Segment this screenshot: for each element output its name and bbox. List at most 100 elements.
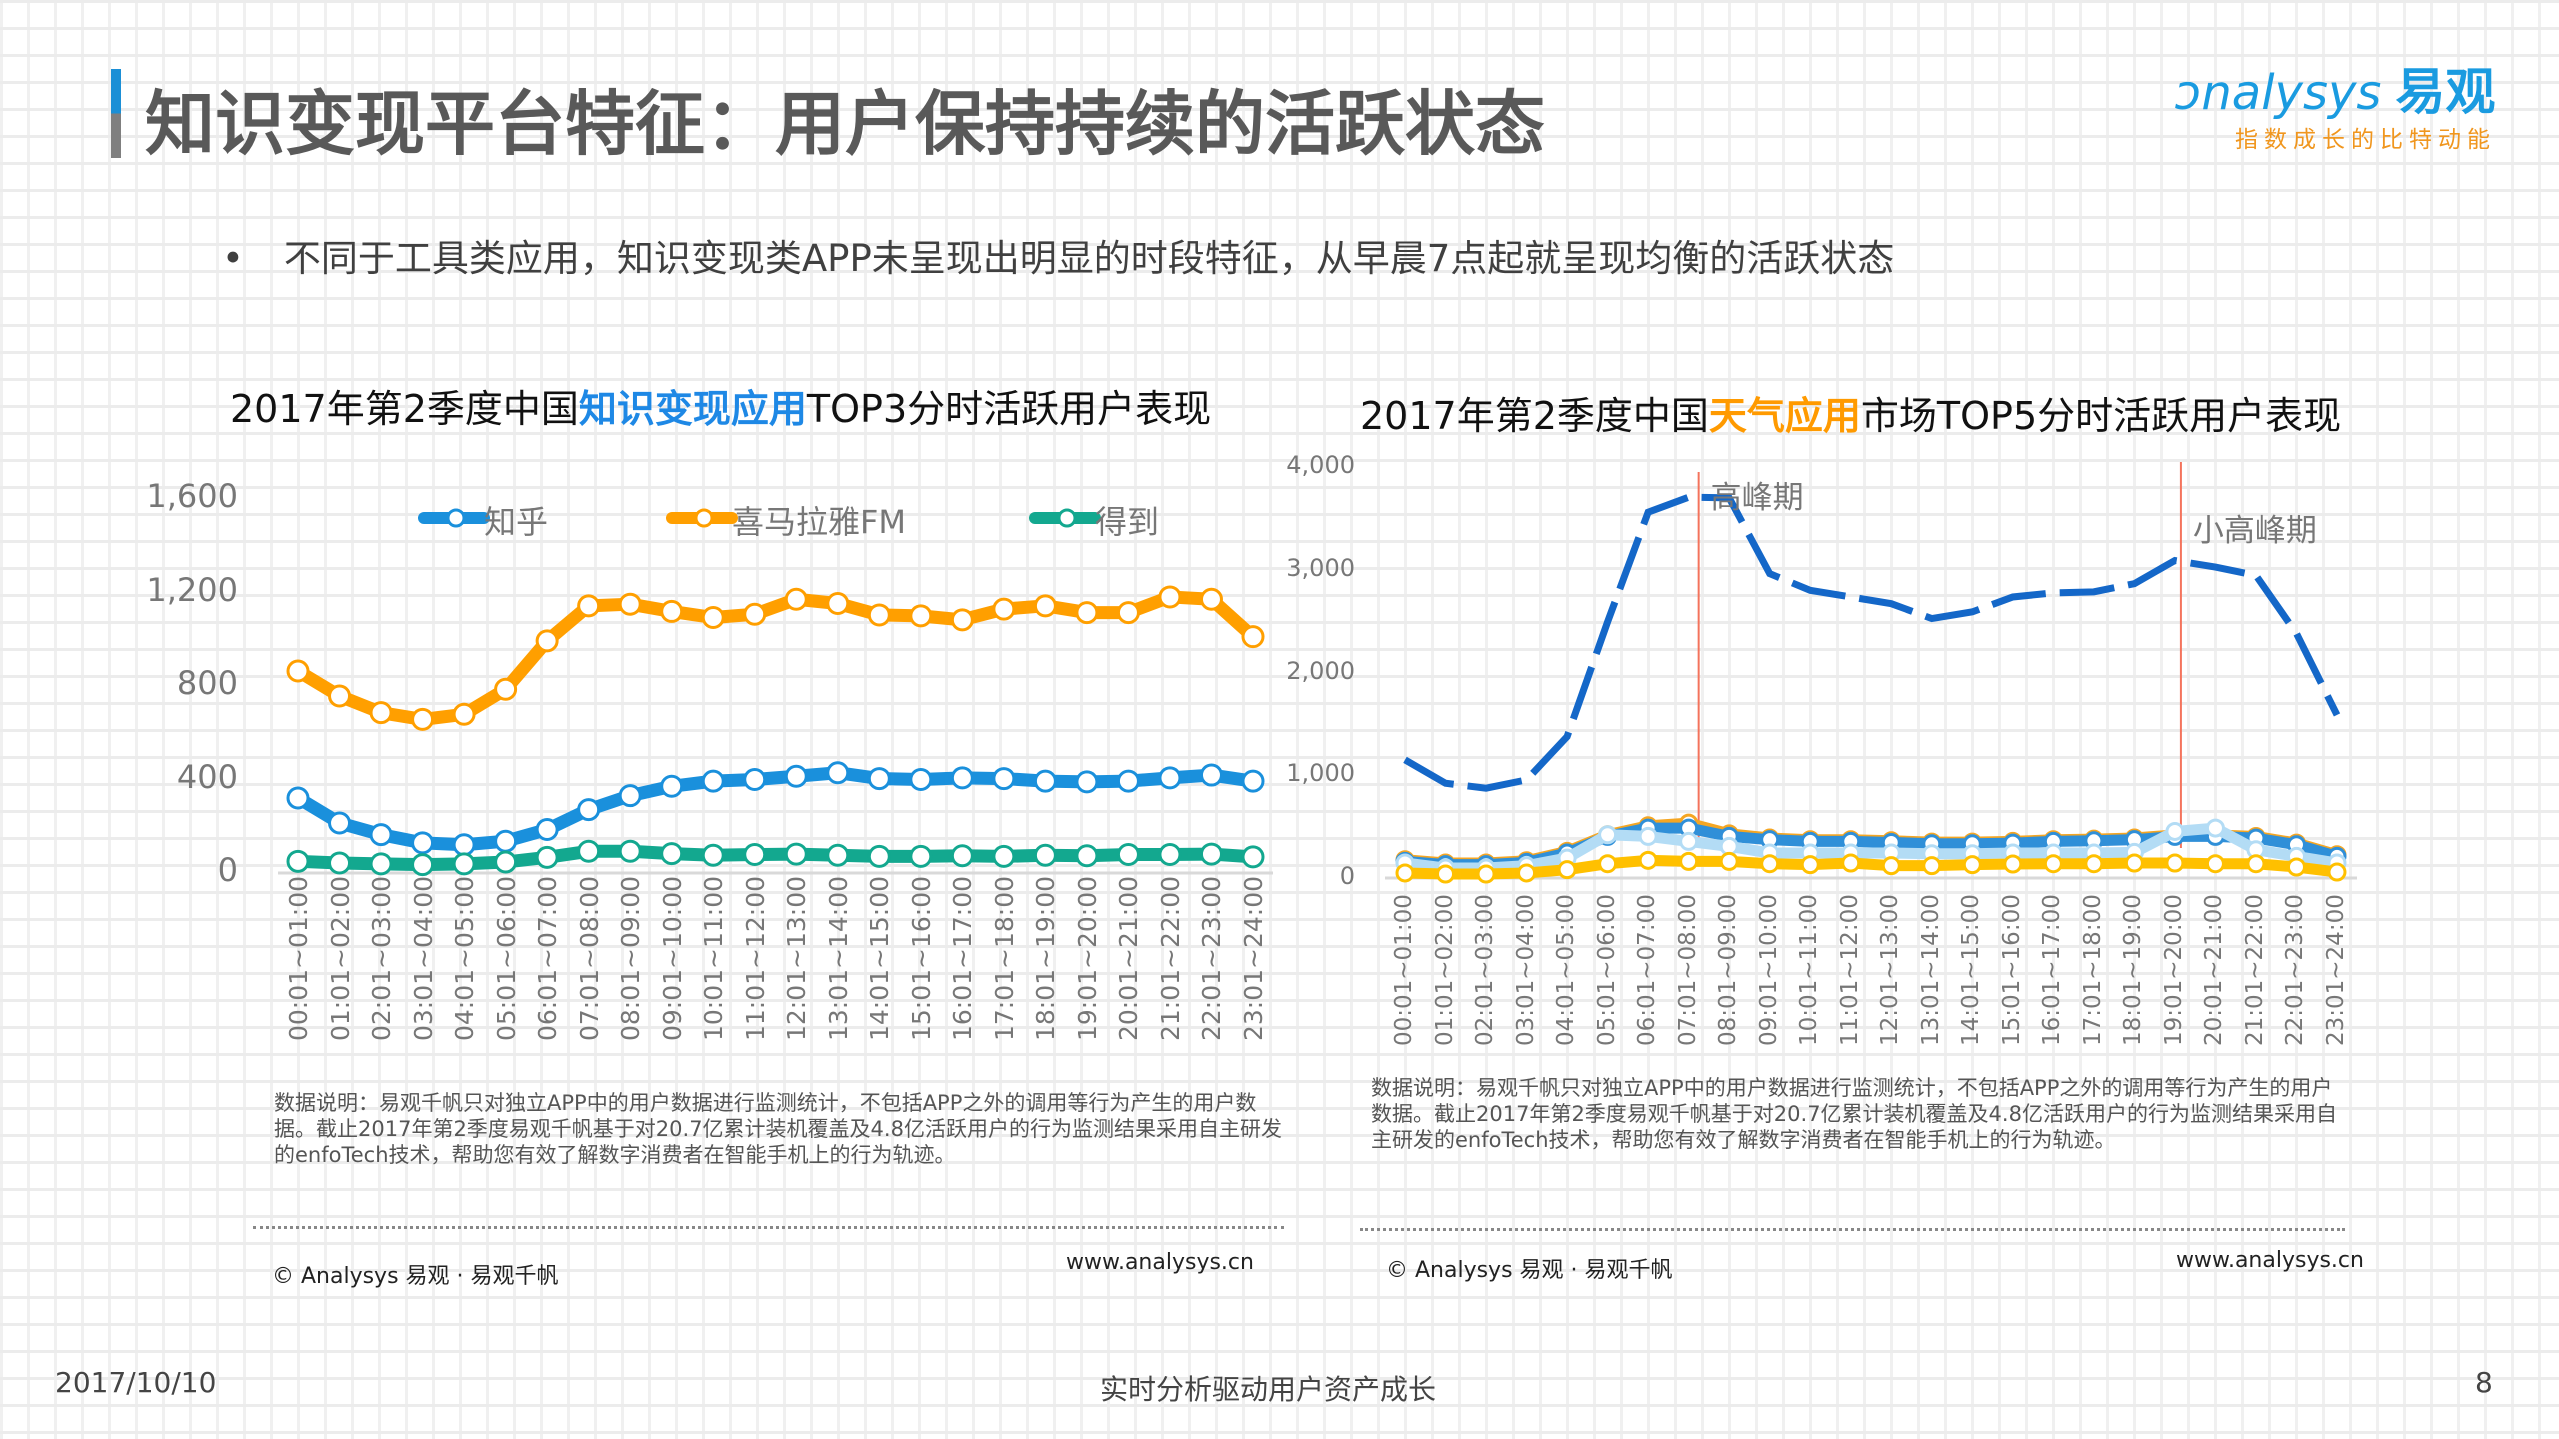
data-point [1598,825,1618,845]
data-point [1638,826,1658,846]
data-point [660,599,684,623]
data-point [2003,854,2023,874]
x-tick-label: 20:01~21:00 [1114,875,1144,1041]
data-point [494,850,518,874]
x-tick-label: 19:01~20:00 [1072,875,1102,1041]
data-point [328,811,352,835]
right-data-note: 数据说明：易观千帆只对独立APP中的用户数据进行监测统计，不包括APP之外的调用… [1371,1076,2337,1152]
data-point [494,677,518,701]
left-data-note: 数据说明：易观千帆只对独立APP中的用户数据进行监测统计，不包括APP之外的调用… [274,1091,1282,1167]
x-tick-label: 15:01~16:00 [906,875,936,1041]
data-point [1158,585,1182,609]
data-point [2327,862,2347,882]
data-point [1719,851,1739,871]
data-point [369,852,393,876]
x-tick-label: 12:01~13:00 [1877,894,1904,1046]
data-point [411,707,435,731]
left-chart-title: 2017年第2季度中国知识变现应用TOP3分时活跃用户表现 [230,387,1212,431]
data-point [1116,769,1140,793]
x-tick-label: 10:01~11:00 [699,875,729,1041]
x-tick-label: 15:01~16:00 [1998,894,2025,1046]
data-point [826,843,850,867]
data-point [1881,856,1901,876]
data-point [1679,851,1699,871]
data-point [909,604,933,628]
data-point [411,831,435,855]
legend-marker [1057,508,1077,528]
data-point [618,784,642,808]
data-point [1033,769,1057,793]
data-point [2043,854,2063,874]
x-tick-label: 03:01~04:00 [1512,894,1539,1046]
data-point [867,844,891,868]
x-tick-label: 04:01~05:00 [1553,894,1580,1046]
legend-marker [694,508,714,528]
data-point [535,818,559,842]
data-point [328,851,352,875]
y-tick-label: 1,600 [146,477,238,515]
x-tick-label: 11:01~12:00 [740,875,770,1041]
data-point [1598,854,1618,874]
x-tick-label: 07:01~08:00 [574,875,604,1041]
x-tick-label: 13:01~14:00 [823,875,853,1041]
data-point [784,764,808,788]
data-point [535,629,559,653]
x-tick-label: 12:01~13:00 [782,875,812,1041]
legend-label: 喜马拉雅FM [732,503,907,541]
data-point [1517,863,1537,883]
left-website-link[interactable]: www.analysys.cn [1066,1250,1254,1275]
data-point [909,768,933,791]
data-point [1922,856,1942,876]
right-chart-title: 2017年第2季度中国天气应用市场TOP5分时活跃用户表现 [1360,394,2342,438]
data-point [1557,860,1577,880]
data-point [743,602,767,626]
data-point [1033,843,1057,867]
footer-date: 2017/10/10 [55,1366,217,1399]
data-point [826,591,850,615]
x-tick-label: 17:01~18:00 [2079,894,2106,1046]
y-tick-label: 3,000 [1286,553,1355,582]
right-website-link[interactable]: www.analysys.cn [2176,1248,2364,1273]
data-point [1638,850,1658,870]
data-point [369,823,393,847]
legend-label: 知乎 [484,503,549,541]
right-copyright: © Analysys 易观 · 易观千帆 [1386,1258,1673,1283]
data-point [784,842,808,866]
data-point [950,766,974,790]
x-tick-label: 08:01~09:00 [616,875,646,1041]
x-tick-label: 16:01~17:00 [2039,894,2066,1046]
y-tick-label: 1,000 [1286,759,1355,788]
footer-slogan: 实时分析驱动用户资产成长 [1100,1373,1437,1406]
page-title: 知识变现平台特征：用户保持持续的活跃状态 [145,83,1545,165]
x-tick-label: 23:01~24:00 [1239,875,1268,1041]
x-tick-label: 00:01~01:00 [1391,894,1417,1046]
data-point [1241,845,1265,869]
data-point [286,849,310,873]
data-point [1075,770,1099,794]
data-point [1199,842,1223,866]
data-point [992,767,1016,791]
left-divider [253,1226,1284,1229]
x-tick-label: 18:01~19:00 [1031,875,1061,1041]
data-point [328,684,352,708]
logo-wordmark: ↄnalysys [2175,65,2382,121]
legend-label: 得到 [1095,503,1160,541]
x-tick-label: 09:01~10:00 [1755,894,1782,1046]
x-tick-label: 06:01~07:00 [533,875,563,1041]
y-tick-label: 400 [176,757,238,796]
x-tick-label: 21:01~22:00 [2241,894,2268,1046]
data-point [452,852,476,876]
x-tick-label: 03:01~04:00 [408,875,438,1041]
data-point [1760,854,1780,874]
data-point [452,702,476,726]
x-tick-label: 04:01~05:00 [450,875,480,1041]
data-point [369,701,393,725]
x-tick-label: 01:01~02:00 [325,875,355,1041]
bullet-point: • 不同于工具类应用，知识变现类APP未呈现出明显的时段特征，从早晨7点起就呈现均… [222,237,1895,280]
y-tick-label: 0 [1339,862,1355,890]
x-tick-label: 17:01~18:00 [989,875,1019,1041]
data-point [1679,831,1699,851]
data-point [1436,864,1456,884]
